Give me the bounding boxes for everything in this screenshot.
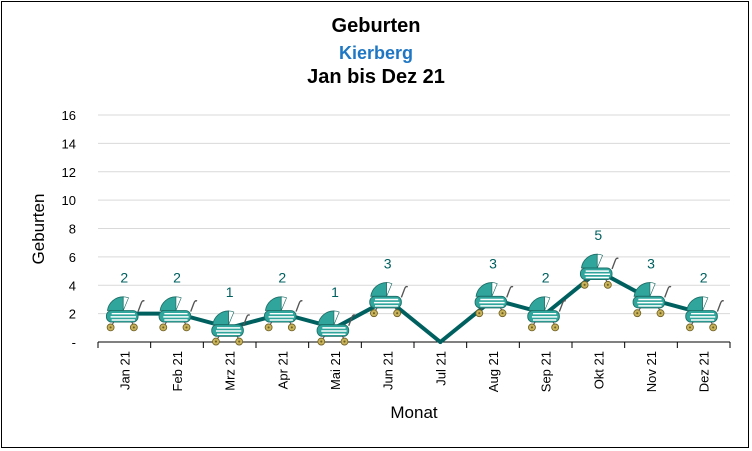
- data-label: 1: [331, 284, 339, 300]
- x-tick-label: Okt 21: [591, 351, 606, 389]
- data-label: 5: [594, 227, 602, 243]
- y-tick-label: 10: [62, 193, 76, 208]
- data-label: 3: [384, 255, 392, 271]
- x-tick-label: Jun 21: [381, 351, 396, 390]
- y-tick-label: 2: [69, 307, 76, 322]
- data-label: 2: [278, 270, 286, 286]
- y-tick-label: -: [72, 335, 76, 350]
- chart-title: Geburten: [331, 15, 421, 37]
- y-axis-label: Geburten: [29, 194, 48, 265]
- series-line: [124, 269, 705, 344]
- x-tick-label: Dez 21: [697, 351, 712, 392]
- x-tick-label: Mrz 21: [223, 351, 238, 391]
- data-label: 1: [226, 284, 234, 300]
- y-tick-label: 14: [62, 136, 76, 151]
- chart-period: Jan bis Dez 21: [307, 66, 445, 88]
- data-point-stroller-icon: [474, 281, 514, 318]
- data-point-stroller-icon: [579, 253, 620, 290]
- data-point: [438, 340, 443, 344]
- x-tick-label: Aug 21: [486, 351, 501, 392]
- x-tick-label: Jan 21: [117, 351, 132, 390]
- y-tick-label: 12: [62, 165, 76, 180]
- x-tick-label: Apr 21: [275, 351, 290, 389]
- data-label: 3: [647, 255, 655, 271]
- data-label: 2: [542, 270, 550, 286]
- data-point-stroller-icon: [210, 310, 251, 346]
- data-label: 2: [700, 270, 708, 286]
- y-tick-label: 16: [62, 108, 76, 123]
- data-label: 3: [489, 255, 497, 271]
- x-tick-label: Nov 21: [644, 351, 659, 392]
- data-point-stroller-icon: [632, 281, 672, 318]
- x-tick-label: Jul 21: [433, 351, 448, 386]
- data-point-stroller-icon: [316, 310, 356, 346]
- x-tick-label: Feb 21: [170, 351, 185, 391]
- x-tick-label: Sep 21: [539, 351, 554, 392]
- data-label: 2: [173, 270, 181, 286]
- data-label: 2: [120, 270, 128, 286]
- chart-subtitle: Kierberg: [338, 43, 414, 63]
- y-tick-label: 8: [69, 222, 76, 237]
- x-tick-label: Mai 21: [328, 351, 343, 390]
- x-axis-label: Monat: [390, 403, 438, 422]
- y-tick-label: 6: [69, 250, 76, 265]
- y-tick-label: 4: [69, 278, 76, 293]
